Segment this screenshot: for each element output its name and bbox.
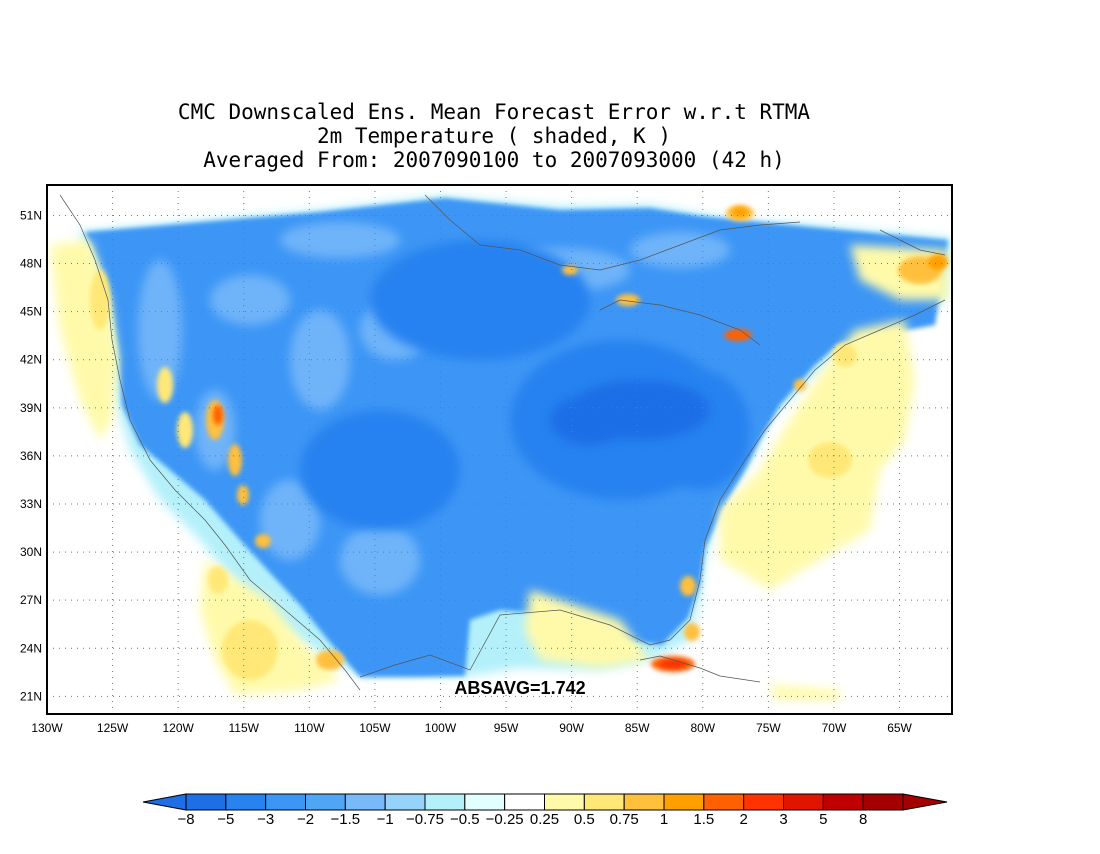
lon-tick-label: 90W: [559, 721, 584, 735]
lat-tick-label: 27N: [20, 593, 42, 607]
colorbar-label: 0.5: [574, 811, 595, 828]
colorbar-cell: [583, 793, 625, 811]
lon-tick-label: 65W: [887, 721, 912, 735]
colorbar-label: 3: [779, 811, 787, 828]
lon-tick-label: 105W: [359, 721, 391, 735]
colorbar-cell: [424, 793, 466, 811]
colorbar-cell: [504, 793, 545, 811]
colorbar-label: 0.75: [610, 811, 639, 828]
colorbar-above-arrow: [902, 793, 948, 811]
lon-tick-label: 70W: [822, 721, 847, 735]
colorbar-cell: [265, 793, 306, 811]
title-line-3: Averaged From: 2007090100 to 2007093000 …: [203, 148, 785, 172]
longitude-tick-labels: 130W 125W 120W 115W 110W 105W 100W 95W 90W 85W 80W…: [31, 721, 912, 735]
lon-tick-label: 80W: [690, 721, 715, 735]
title-line-2: 2m Temperature ( shaded, K ): [316, 124, 671, 148]
colorbar-label: −5: [217, 811, 234, 828]
lat-tick-label: 39N: [20, 401, 42, 415]
colorbar-cell: [544, 793, 585, 811]
lon-tick-label: 120W: [162, 721, 194, 735]
colorbar-cell: [225, 793, 267, 811]
colorbar-cell: [344, 793, 386, 811]
map-frame: [46, 184, 953, 715]
lon-tick-label: 125W: [97, 721, 129, 735]
colorbar-cell: [623, 793, 665, 811]
colorbar-label: 5: [819, 811, 827, 828]
lat-tick-label: 36N: [20, 449, 42, 463]
colorbar-cell: [185, 793, 227, 811]
latitude-tick-labels: 51N 48N 45N 42N 39N 36N 33N 30N 27N 24N 21N: [20, 208, 42, 703]
field-positive-yellow: [90, 270, 857, 680]
lat-tick-label: 42N: [20, 353, 42, 367]
coastlines: [59, 194, 946, 691]
lon-tick-label: 75W: [756, 721, 781, 735]
field-darkest-core: [550, 380, 710, 445]
colorbar-cell: [305, 793, 346, 811]
colorbar-label: 0.25: [530, 811, 559, 828]
lon-tick-label: 110W: [294, 721, 325, 735]
colorbar-label: 2: [739, 811, 747, 828]
lon-tick-label: 95W: [494, 721, 519, 735]
colorbar-cell: [703, 793, 745, 811]
colorbar-label: −3: [257, 811, 274, 828]
colorbar-label: −0.25: [486, 811, 524, 828]
lat-tick-label: 24N: [20, 641, 42, 655]
colorbar-label: 8: [859, 811, 867, 828]
map-title: CMC Downscaled Ens. Mean Forecast Error …: [0, 100, 988, 172]
colorbar-cell: [822, 793, 864, 811]
lat-tick-label: 30N: [20, 545, 42, 559]
colorbar-cell: [663, 793, 705, 811]
colorbar-below-arrow: [142, 793, 187, 811]
lat-tick-label: 48N: [20, 257, 42, 271]
lon-tick-label: 85W: [625, 721, 650, 735]
lon-tick-label: 130W: [31, 721, 63, 735]
colorbar-label: −0.5: [450, 811, 480, 828]
colorbar-label: −1: [377, 811, 394, 828]
colorbar-label: −0.75: [406, 811, 444, 828]
colorbar-cell: [464, 793, 506, 811]
grid-lines: [46, 185, 952, 714]
lat-tick-label: 21N: [20, 689, 42, 703]
colorbar-cell: [743, 793, 785, 811]
title-line-1: CMC Downscaled Ens. Mean Forecast Error …: [177, 100, 811, 124]
lon-tick-label: 115W: [229, 721, 260, 735]
colorbar-label: 1: [660, 811, 668, 828]
colorbar-label: −1.5: [331, 811, 361, 828]
colorbar: −8 −5 −3 −2 −1.5 −1 −0.75 −0.5 −0.25 0.25 0.5 0.75 1…: [142, 793, 948, 828]
temperature-error-field: [50, 196, 952, 700]
colorbar-label: −2: [297, 811, 314, 828]
colorbar-cell: [783, 793, 824, 811]
colorbar-label: −8: [177, 811, 194, 828]
absavg-label: ABSAVG=1.742: [454, 678, 585, 698]
lat-tick-label: 33N: [20, 497, 42, 511]
lat-tick-label: 51N: [20, 208, 42, 222]
lon-tick-label: 100W: [425, 721, 457, 735]
colorbar-label: 1.5: [693, 811, 714, 828]
colorbar-cell: [862, 793, 904, 811]
lat-tick-label: 45N: [20, 305, 42, 319]
colorbar-cell: [384, 793, 426, 811]
field-positive-hot: [213, 207, 948, 672]
